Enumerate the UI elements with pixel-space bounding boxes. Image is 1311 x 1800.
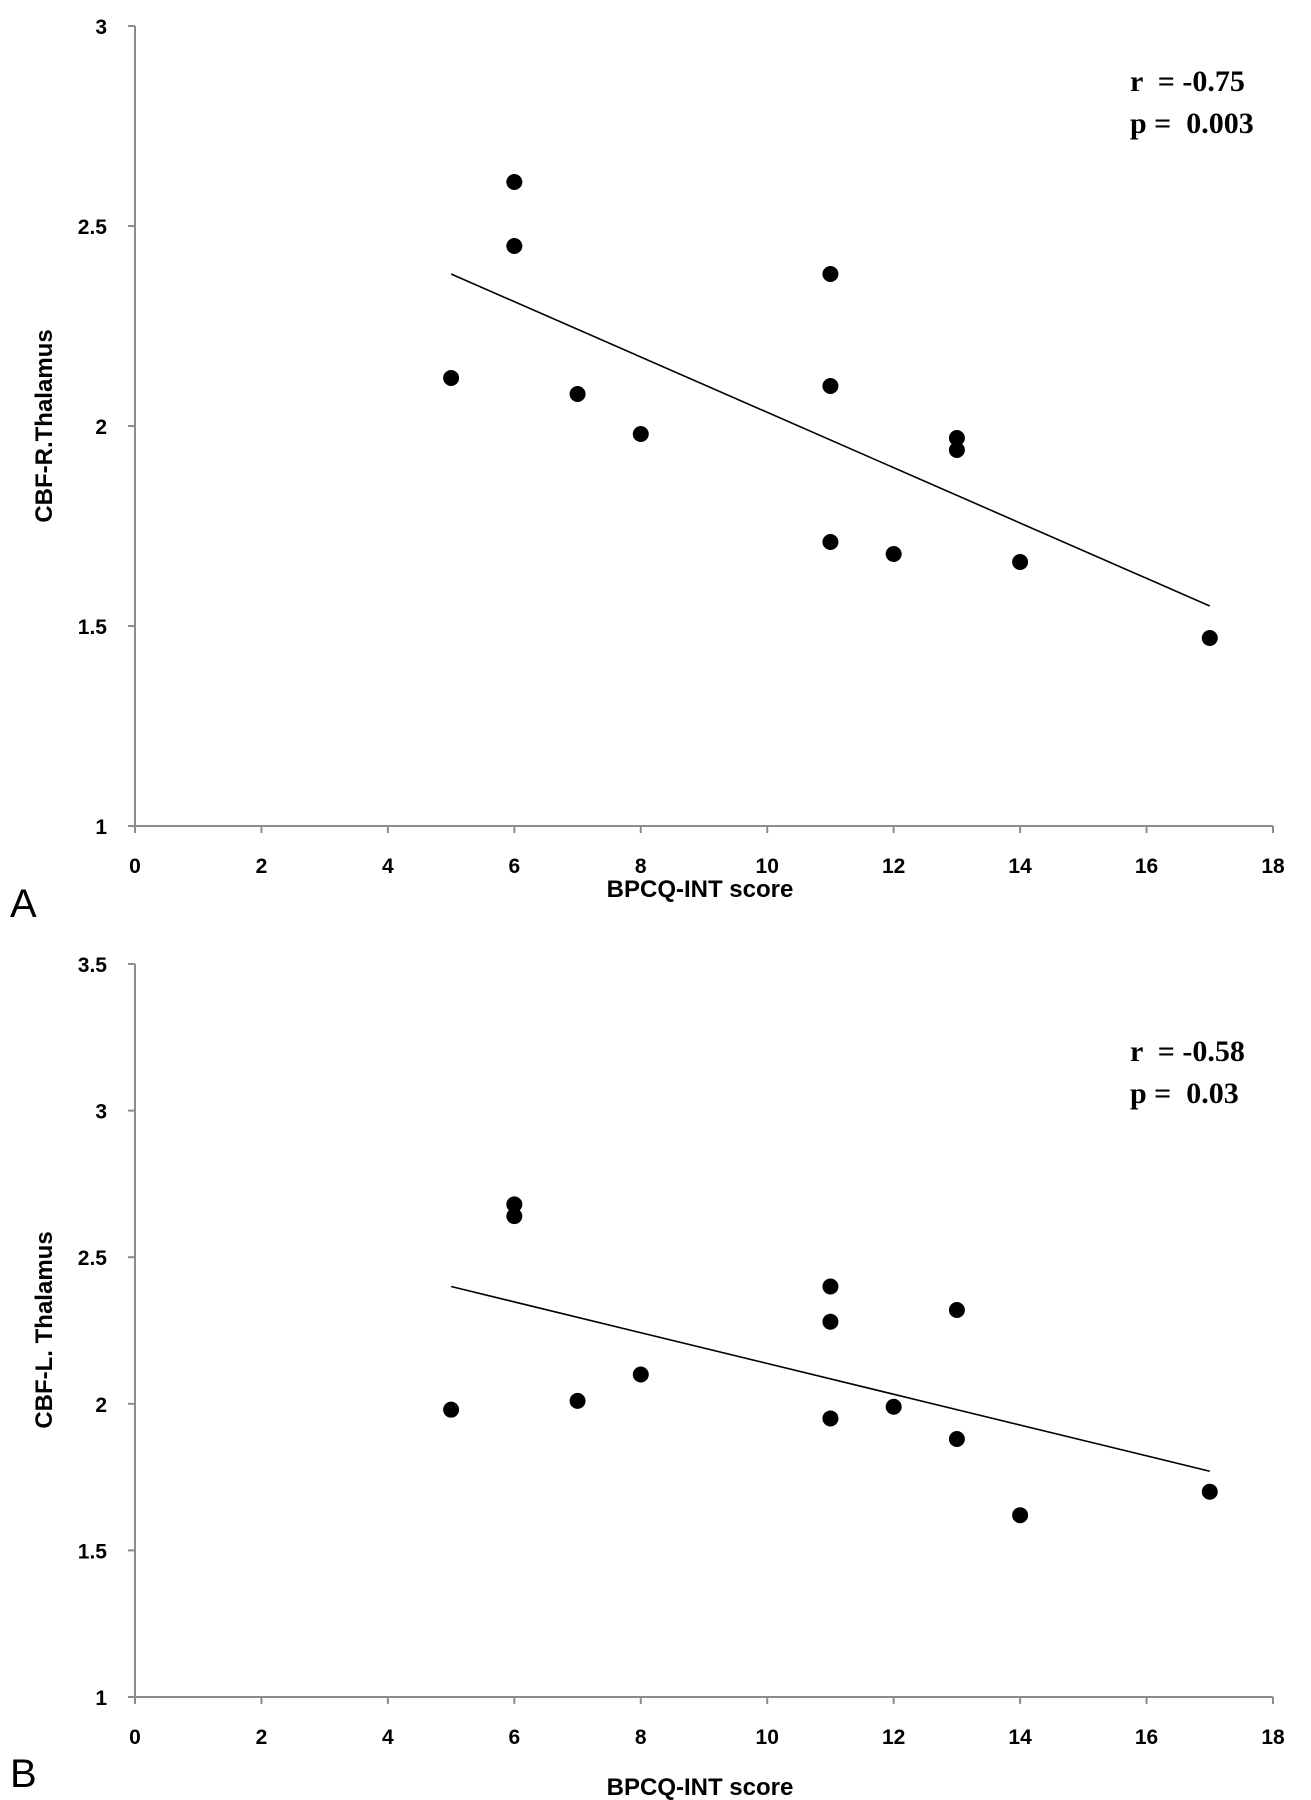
data-point [948,1301,965,1318]
y-tick-label: 2 [95,416,107,439]
x-tick-label: 0 [129,855,141,878]
y-tick-label: 3 [95,16,107,39]
data-point [885,1398,902,1415]
x-tick-label: 8 [635,855,647,878]
y-tick-label: 1.5 [78,1540,108,1563]
panel-a-x-axis-title: BPCQ-INT score [607,876,794,903]
panel-a-p-value: p = 0.003 [1130,107,1254,140]
data-point [822,1278,839,1295]
data-point [569,1392,586,1409]
data-point [1201,1483,1218,1500]
x-tick-label: 14 [1008,855,1032,878]
x-tick-label: 12 [882,1726,905,1749]
y-tick-label: 1 [95,816,107,839]
panel-b-trendline-group [450,1285,1210,1473]
data-point [948,442,965,458]
y-tick-label: 3.5 [78,954,108,977]
y-tick-label: 3 [95,1101,107,1124]
trendline [450,273,1211,607]
data-point [1201,630,1218,646]
panel-a-axes [128,25,1274,833]
x-tick-label: 16 [1135,855,1158,878]
panel-b-axes [128,963,1274,1704]
data-point [506,174,523,190]
x-tick-label: 8 [635,1726,647,1749]
panel-b: 0 2 4 6 8 10 12 14 16 18 1 1.5 2 2.5 3 3.5 BPCQ-INT sc… [10,954,1285,1800]
data-point [443,1401,460,1418]
data-point [1012,554,1029,570]
x-tick-label: 2 [256,855,268,878]
x-tick-label: 16 [1135,1726,1158,1749]
panel-a-x-tick-labels: 0 2 4 6 8 10 12 14 16 18 [129,855,1285,878]
data-point [948,1430,965,1447]
data-point [1012,1507,1029,1524]
x-tick-label: 4 [382,855,394,878]
x-tick-label: 2 [256,1726,268,1749]
data-point [632,1366,649,1383]
x-tick-label: 12 [882,855,905,878]
y-tick-label: 2.5 [78,216,108,239]
y-tick-label: 2 [95,1394,107,1417]
data-point [822,1313,839,1330]
panel-b-r-value: r = -0.58 [1130,1035,1245,1068]
x-tick-label: 6 [508,855,520,878]
x-tick-label: 0 [129,1726,141,1749]
x-tick-label: 4 [382,1726,394,1749]
x-tick-label: 18 [1261,1726,1285,1749]
panel-a-y-tick-labels: 1 1.5 2 2.5 3 [78,16,108,839]
data-point [506,1196,523,1213]
panel-b-y-axis-title: CBF-L. Thalamus [31,1231,58,1428]
panel-b-y-tick-labels: 1 1.5 2 2.5 3 3.5 [78,954,108,1710]
data-point [506,1208,523,1225]
trendline [450,1285,1210,1473]
data-point [569,386,586,402]
data-point [632,426,649,442]
y-tick-label: 2.5 [78,1247,108,1270]
data-point [948,430,965,446]
panel-a: 0 2 4 6 8 10 12 14 16 18 1 1.5 2 2.5 3 BPCQ-INT score… [10,16,1285,926]
panel-b-label: B [10,1752,37,1796]
y-tick-label: 1.5 [78,616,108,639]
panel-b-x-axis-title: BPCQ-INT score [607,1774,794,1800]
data-point [822,266,839,282]
data-point [822,534,839,550]
panel-a-trendline-group [450,273,1211,607]
panel-a-r-value: r = -0.75 [1130,65,1245,98]
data-point [506,238,523,254]
panel-a-label: A [10,882,37,926]
panel-a-points [443,174,1218,646]
data-point [885,546,902,562]
x-tick-label: 18 [1261,855,1285,878]
y-tick-label: 1 [95,1687,107,1710]
x-tick-label: 6 [508,1726,520,1749]
x-tick-label: 10 [756,855,779,878]
x-tick-label: 14 [1008,1726,1032,1749]
data-point [822,378,839,394]
panel-a-y-axis-title: CBF-R.Thalamus [31,329,58,522]
panel-b-x-tick-labels: 0 2 4 6 8 10 12 14 16 18 [129,1726,1285,1749]
panel-b-points [443,1196,1218,1524]
data-point [822,1410,839,1427]
panel-b-p-value: p = 0.03 [1130,1077,1239,1110]
data-point [443,370,460,386]
x-tick-label: 10 [756,1726,779,1749]
